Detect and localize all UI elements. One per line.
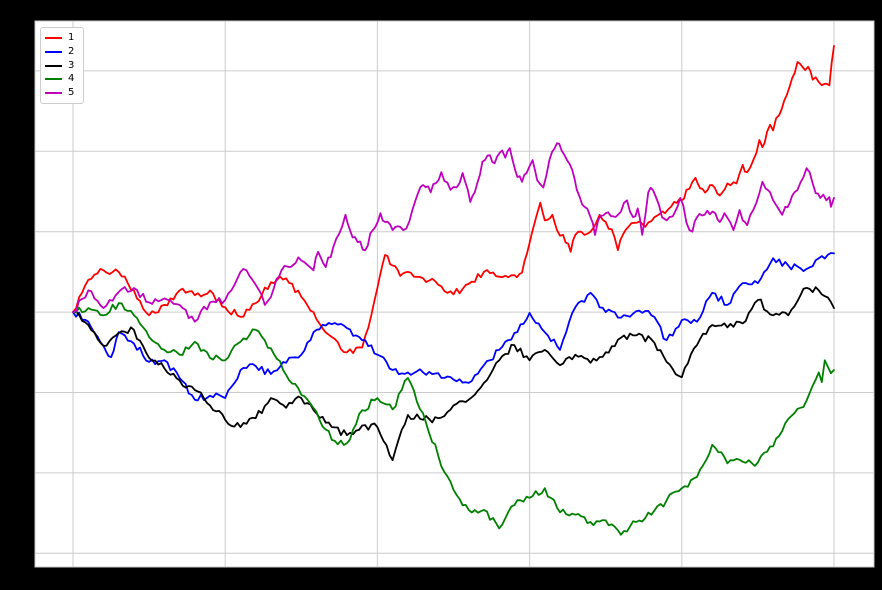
axes-border [34,20,875,568]
legend-line-sample-4-icon [45,78,62,81]
gridlines [35,21,874,567]
legend-item-3: 3 [45,60,78,72]
legend-item-2: 2 [45,46,78,58]
legend-item-label: 2 [68,45,75,57]
legend-item-label: 4 [68,73,75,85]
series-lines [72,45,835,536]
legend-line-sample-5-icon [45,92,62,94]
legend-item-5: 5 [45,87,78,99]
series-line-1 [72,45,835,354]
legend-item-4: 4 [45,73,78,85]
legend-line-sample-2-icon [45,50,62,53]
series-line-4 [72,302,835,536]
legend-item-label: 5 [68,87,75,98]
legend: 1 2 3 4 5 [40,27,84,104]
series-line-3 [72,286,835,461]
series-line-2 [72,252,835,402]
legend-item-label: 3 [68,59,75,71]
legend-item-label: 1 [68,32,75,43]
legend-line-sample-1-icon [45,37,62,39]
legend-line-sample-3-icon [45,64,62,67]
legend-item-1: 1 [45,32,78,44]
series-line-5 [72,142,835,323]
